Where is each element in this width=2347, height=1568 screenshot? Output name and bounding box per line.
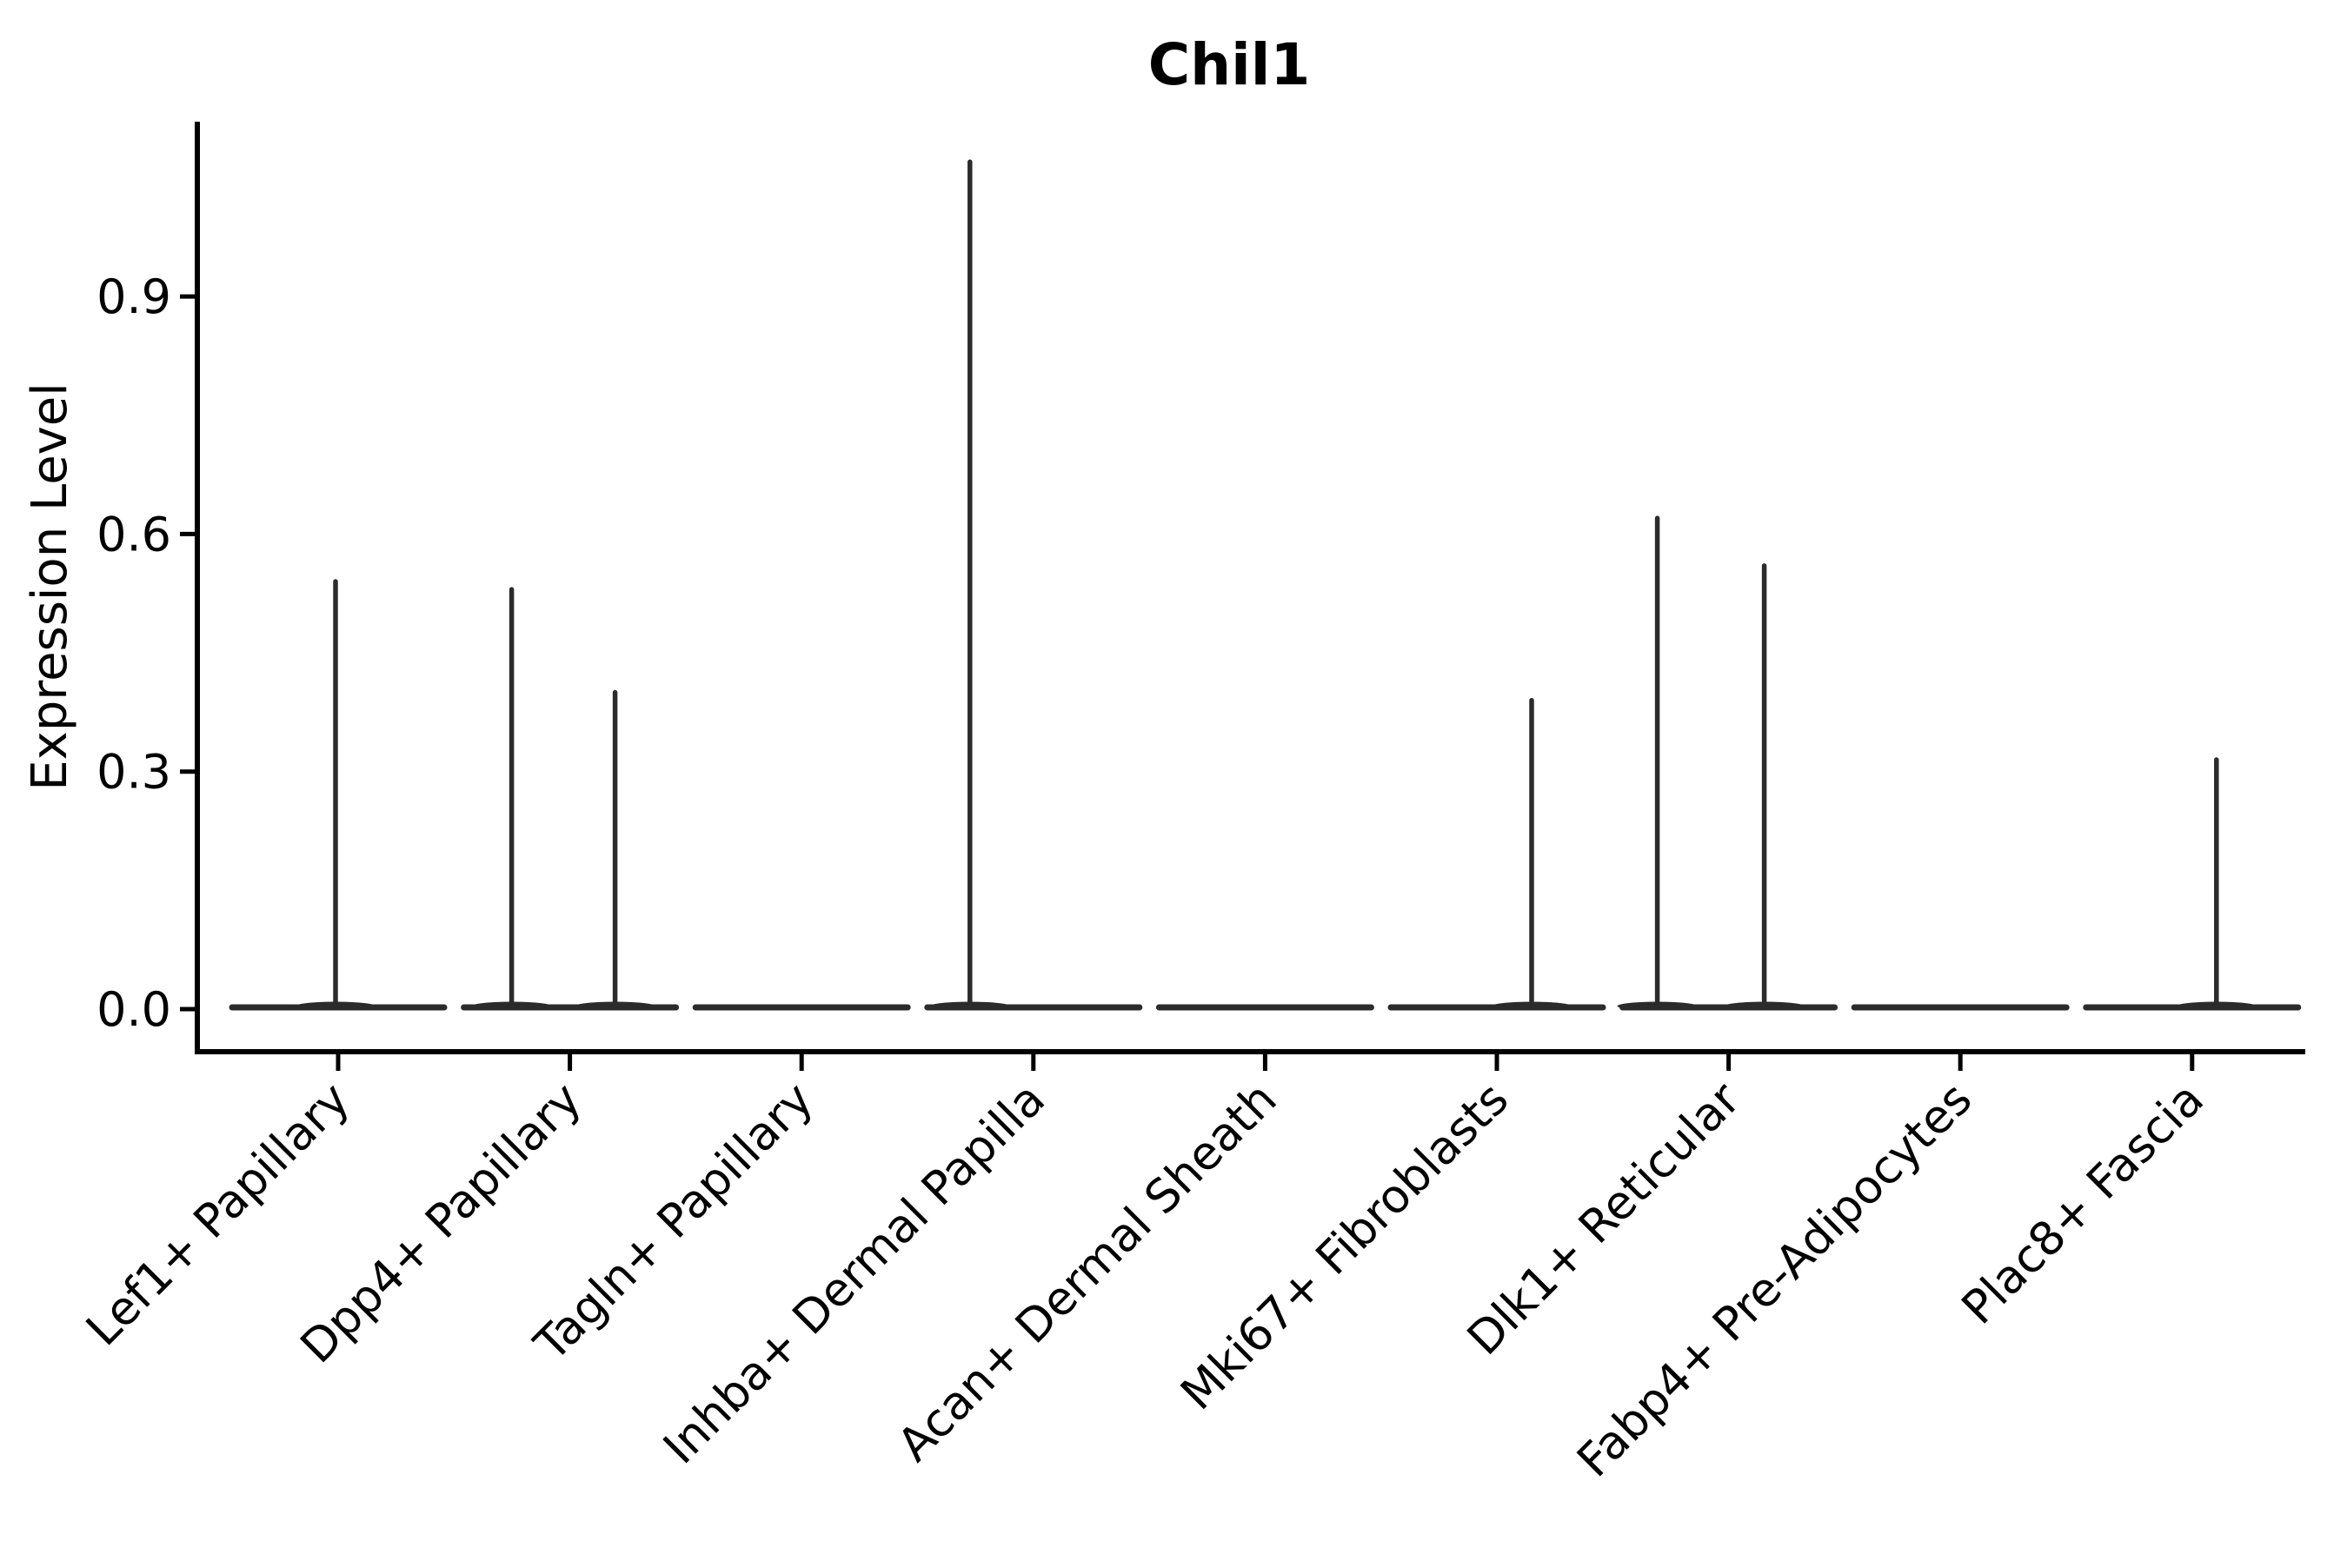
y-tick-label: 0.9 bbox=[96, 269, 171, 324]
y-tick-label: 0.3 bbox=[96, 745, 171, 800]
y-axis-label: Expression Level bbox=[22, 382, 78, 791]
y-tick-label: 0.0 bbox=[96, 982, 171, 1037]
chart-title: Chil1 bbox=[1148, 31, 1311, 98]
y-tick-label: 0.6 bbox=[96, 507, 171, 561]
